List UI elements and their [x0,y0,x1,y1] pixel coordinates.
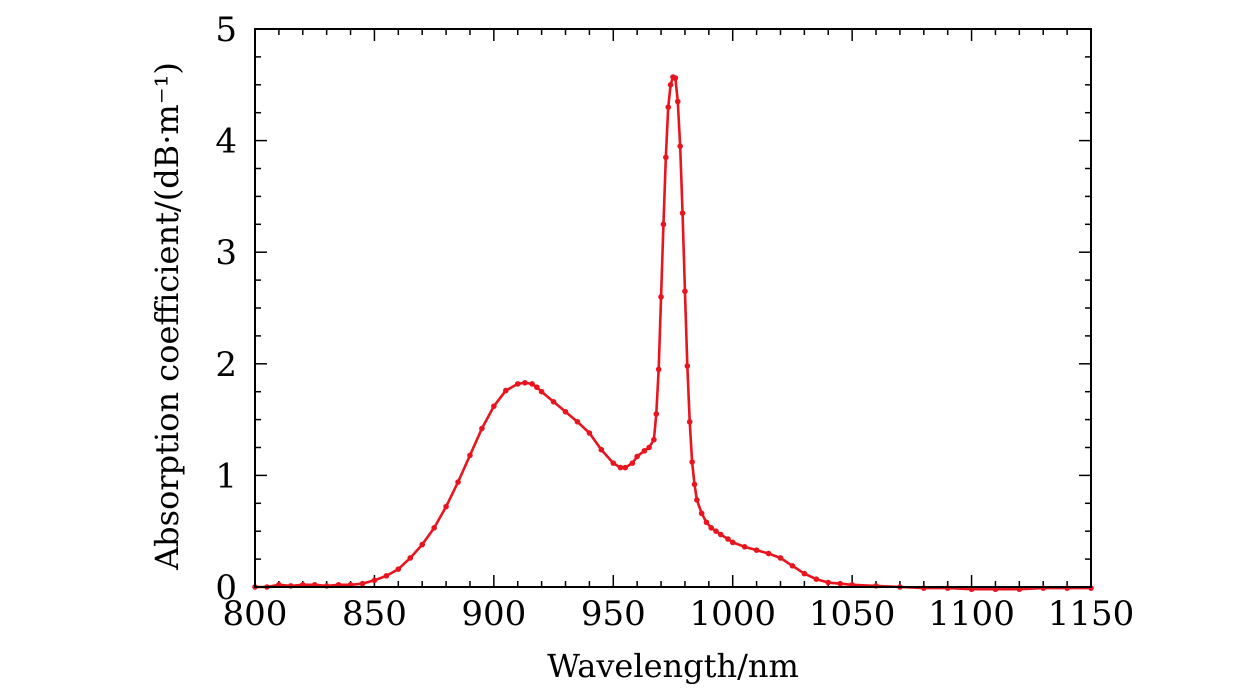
x-tick-label: 1000 [689,594,776,634]
data-point [529,381,535,387]
data-point [663,154,669,161]
x-tick-label: 1150 [1048,594,1135,634]
data-point [503,387,509,394]
data-point [395,566,402,572]
data-point [371,577,378,584]
series-group [252,74,1094,593]
data-point [651,436,657,443]
data-point [617,464,624,471]
x-tick-label: 850 [342,594,407,634]
data-point [455,479,461,485]
data-point [741,544,748,550]
data-point [431,525,437,531]
data-point [598,446,605,453]
data-point [574,419,581,425]
data-point [622,464,629,471]
y-tick-label: 2 [215,345,237,385]
data-point [686,419,693,425]
data-point [777,555,784,561]
data-point [679,210,686,216]
data-point [383,573,390,579]
x-tick-labels: 800 850 900 950 1000 1050 1100 1150 [223,594,1135,634]
data-point [653,411,660,417]
data-point [729,539,736,546]
data-point [667,82,674,88]
data-point [717,531,724,538]
y-tick-label: 3 [215,233,237,273]
y-tick-label: 0 [215,568,237,608]
data-point [703,519,710,526]
data-point [698,510,705,517]
data-point [562,408,569,415]
data-point [491,403,497,410]
data-point [708,525,715,531]
y-tick-label: 1 [215,456,237,496]
data-point [655,366,662,373]
data-point [538,388,545,395]
data-point [634,453,640,460]
data-point [658,294,664,300]
x-tick-label: 1100 [928,594,1015,634]
data-point [689,459,695,465]
data-point [674,98,681,105]
data-point [825,579,832,586]
data-point [713,528,719,534]
x-tick-label: 1050 [809,594,896,634]
y-tick-label: 5 [215,10,237,50]
data-point [753,547,760,553]
data-point [467,452,473,459]
x-axis-label: Wavelength/nm [547,647,799,685]
data-point [837,580,843,587]
data-point [610,460,617,466]
data-point [694,497,700,503]
data-point [534,384,540,391]
data-point [407,555,414,561]
x-tick-label: 950 [581,594,646,634]
y-axis-label: Absorption coefficient/(dB·m⁻¹) [148,62,186,571]
x-tick-label: 900 [461,594,526,634]
data-point [514,381,521,387]
data-point [646,444,652,451]
series-line [255,75,1091,591]
data-point [522,379,528,386]
axis-ticks [254,28,1092,588]
data-point [641,448,648,454]
data-point [660,221,667,228]
y-tick-label: 4 [215,122,237,162]
data-point [443,503,449,510]
data-point [682,288,688,295]
data-point [479,425,485,432]
plot-frame [254,28,1092,588]
data-point [789,562,796,569]
data-point [725,536,731,542]
y-tick-labels: 0 1 2 3 4 5 [215,10,237,608]
data-point [672,75,679,81]
data-point [665,104,672,110]
data-point [359,580,366,587]
data-point [684,363,691,369]
data-point [550,398,557,405]
data-point [629,460,636,466]
data-point [801,570,808,577]
data-point [691,481,698,488]
x-tick-label: 800 [223,594,288,634]
data-point [813,576,820,582]
data-point [586,430,593,436]
data-point [677,143,683,149]
data-point [419,541,426,548]
data-point [765,550,772,557]
